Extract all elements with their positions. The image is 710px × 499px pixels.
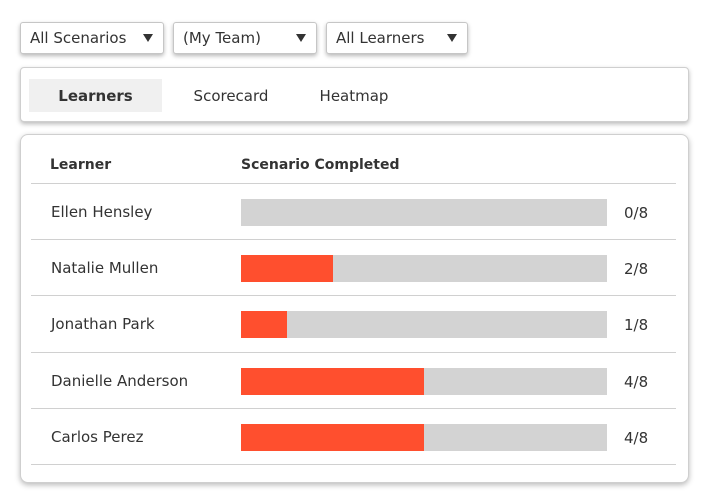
learner-filter-select[interactable]: All Learners <box>326 22 468 54</box>
view-tabs: Learners Scorecard Heatmap <box>20 67 689 122</box>
caret-down-icon <box>447 34 457 42</box>
progress-bar-track <box>241 423 607 451</box>
completion-count: 0/8 <box>624 204 649 222</box>
column-header-learner[interactable]: Learner <box>50 157 112 173</box>
tab-scorecard[interactable]: Scorecard <box>193 86 269 105</box>
tab-learners[interactable]: Learners <box>29 79 162 112</box>
column-header-scenario-completed[interactable]: Scenario Completed <box>241 157 400 173</box>
row-divider <box>31 351 676 353</box>
learner-name[interactable]: Jonathan Park <box>51 315 155 334</box>
progress-bar-fill <box>241 423 424 451</box>
completion-count: 4/8 <box>624 372 649 391</box>
progress-bar-fill <box>241 255 333 283</box>
team-filter-select[interactable]: (My Team) <box>173 22 317 54</box>
row-divider <box>31 295 676 297</box>
progress-bar-track <box>241 255 607 283</box>
row-divider <box>31 464 676 465</box>
progress-bar-track <box>241 199 607 226</box>
caret-down-icon <box>296 34 306 42</box>
tab-heatmap[interactable]: Heatmap <box>319 86 389 105</box>
row-divider <box>31 239 676 241</box>
progress-bar-track <box>241 367 607 395</box>
progress-bar-fill <box>241 311 287 339</box>
completion-count: 2/8 <box>624 260 649 279</box>
header-divider <box>31 183 676 184</box>
learner-filter-value: All Learners <box>336 29 425 47</box>
team-filter-value: (My Team) <box>183 29 261 47</box>
learner-name[interactable]: Natalie Mullen <box>51 259 159 278</box>
progress-bar-track <box>241 311 607 339</box>
scenario-filter-value: All Scenarios <box>30 29 127 47</box>
learner-progress-table: Learner Scenario Completed Ellen Hensley… <box>20 134 689 483</box>
learner-name[interactable]: Danielle Anderson <box>51 371 189 390</box>
caret-down-icon <box>143 34 153 42</box>
scenario-filter-select[interactable]: All Scenarios <box>20 22 164 54</box>
row-divider <box>31 407 676 409</box>
progress-bar-fill <box>241 367 424 395</box>
learner-name[interactable]: Ellen Hensley <box>51 203 153 221</box>
completion-count: 4/8 <box>624 428 649 447</box>
learner-name[interactable]: Carlos Perez <box>51 427 144 446</box>
completion-count: 1/8 <box>624 316 649 335</box>
